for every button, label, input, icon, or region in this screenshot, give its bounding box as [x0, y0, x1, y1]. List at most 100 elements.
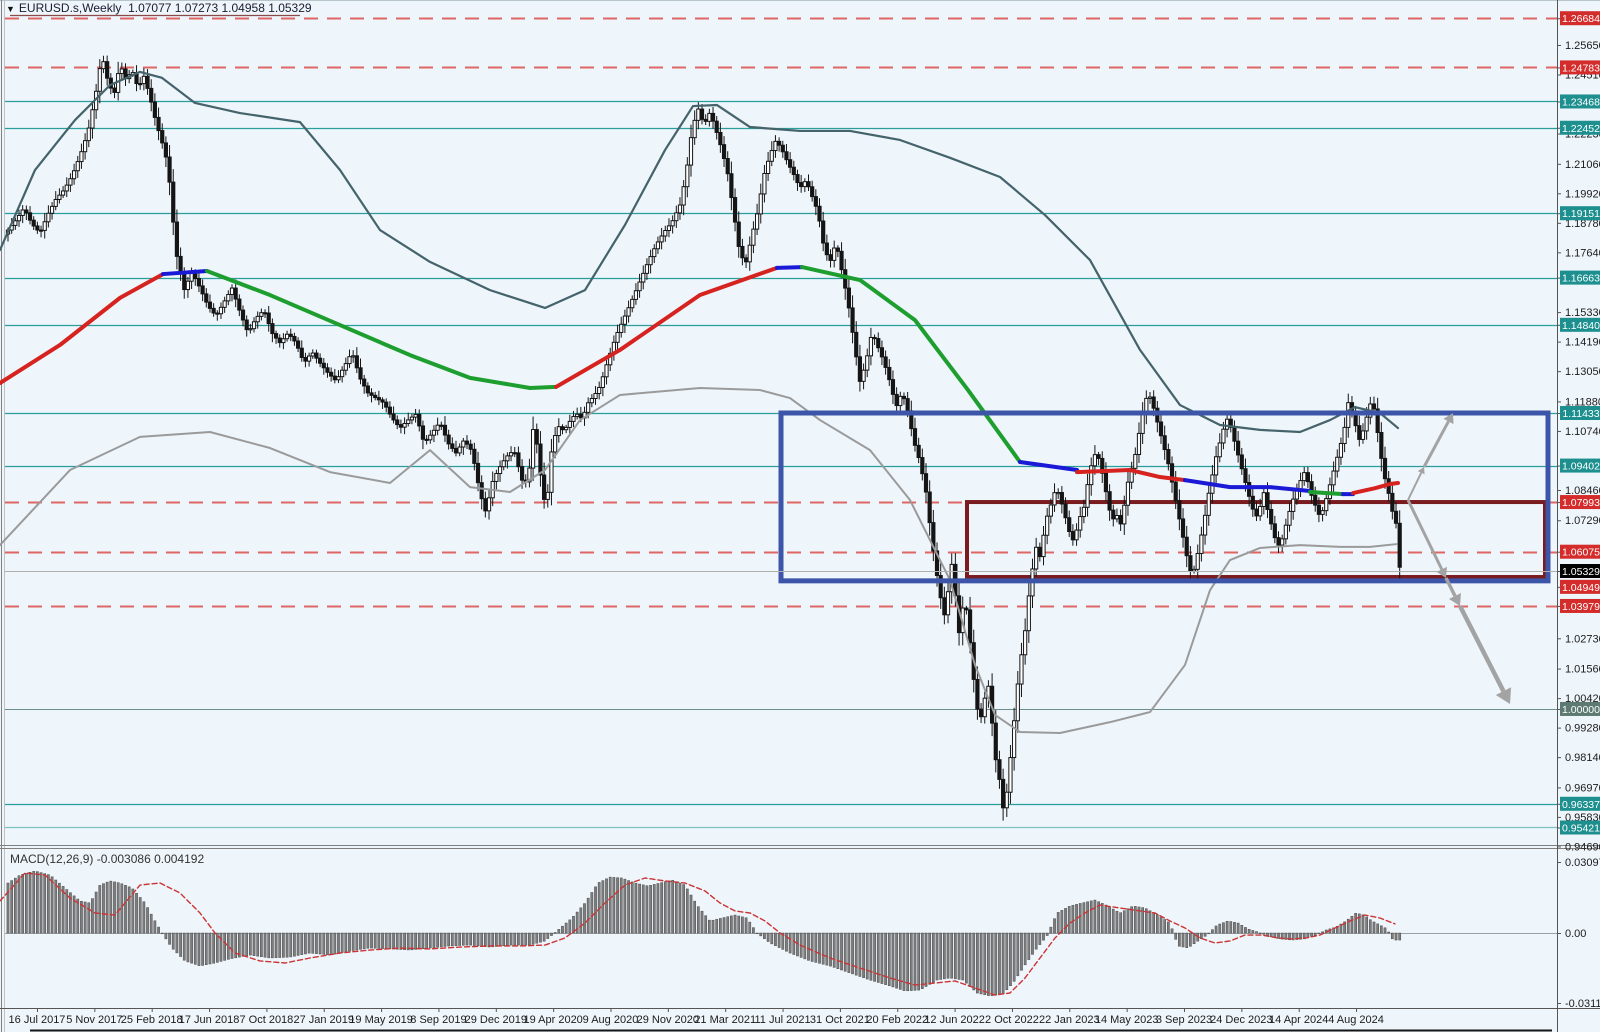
date-axis-label: 14 May 2023 — [1095, 1014, 1159, 1026]
macd-bar — [513, 932, 517, 946]
macd-bar — [939, 932, 943, 980]
macd-bar — [469, 932, 473, 946]
macd-bar — [1159, 916, 1163, 934]
candle — [538, 443, 543, 476]
candle — [564, 426, 569, 431]
candle — [732, 197, 738, 223]
macd-bar — [741, 916, 744, 934]
macd-pane[interactable] — [5, 871, 1557, 996]
macd-bar — [329, 932, 333, 956]
macd-bar — [487, 932, 491, 948]
candle — [1085, 484, 1090, 508]
candle — [600, 376, 605, 388]
candle — [321, 362, 326, 369]
candle — [1393, 510, 1399, 524]
macd-bar — [557, 929, 561, 934]
price-axis[interactable]: 1.256501.245101.222301.210601.199201.187… — [1557, 11, 1600, 1010]
macd-bar — [355, 932, 359, 951]
macd-bar — [304, 932, 307, 955]
macd-bar — [241, 932, 245, 957]
candle — [1320, 510, 1325, 515]
candle — [751, 228, 756, 246]
macd-bar — [1108, 906, 1111, 934]
candle — [1254, 508, 1259, 517]
candle — [615, 331, 620, 343]
candle — [185, 280, 191, 291]
macd-bar — [719, 918, 722, 934]
candle — [398, 424, 404, 428]
macd-bar — [667, 880, 671, 934]
candle — [75, 161, 80, 172]
projection-arrows[interactable] — [1406, 413, 1512, 704]
macd-bar — [271, 932, 274, 959]
collapse-indicator-icon[interactable]: ▼ — [6, 4, 15, 14]
macd-bar — [318, 932, 322, 955]
candle — [233, 287, 238, 300]
macd-bar — [1005, 932, 1009, 991]
macd-bar — [586, 897, 590, 934]
candle — [890, 379, 896, 395]
price-level-badge-text: 1.06075 — [1562, 547, 1600, 559]
price-level-badge-text: 1.04949 — [1562, 582, 1600, 594]
candle — [534, 429, 539, 445]
candle — [376, 397, 381, 401]
candle — [795, 174, 800, 184]
macd-bar — [1247, 929, 1251, 934]
macd-bar — [968, 932, 972, 987]
candle — [450, 443, 455, 449]
price-axis-label: 1.17640 — [1565, 247, 1600, 259]
candle — [156, 116, 161, 132]
price-level-badge — [1560, 317, 1600, 332]
macd-bar — [1343, 921, 1346, 934]
macd-bar — [91, 898, 94, 934]
price-level-badge-text: 0.95421 — [1562, 822, 1600, 834]
macd-bar — [476, 932, 480, 947]
candle — [876, 338, 881, 349]
candle — [215, 312, 220, 315]
date-axis-label: 27 Jan 2019 — [293, 1014, 354, 1026]
candle — [688, 137, 694, 166]
macd-bar — [1100, 903, 1104, 934]
macd-bar — [1071, 904, 1075, 934]
macd-bar — [520, 932, 524, 946]
date-axis-label: 25 Feb 2018 — [121, 1014, 183, 1026]
macd-bar — [979, 932, 983, 995]
macd-bar — [1016, 932, 1020, 977]
macd-bar — [1115, 910, 1119, 934]
candle — [1070, 531, 1075, 541]
candle — [1100, 457, 1105, 474]
macd-bar — [876, 932, 880, 983]
candle — [200, 285, 205, 295]
macd-bar — [634, 882, 638, 934]
macd-bar — [1222, 922, 1225, 934]
macd-bar — [69, 892, 72, 934]
macd-bar — [182, 932, 186, 961]
date-axis-label: 2 Oct 2022 — [985, 1014, 1039, 1026]
macd-bar — [854, 932, 858, 976]
candle — [1081, 506, 1086, 518]
macd-bar — [32, 871, 36, 934]
candle — [663, 230, 668, 237]
price-axis-label: 1.11880 — [1565, 396, 1600, 408]
macd-bar — [924, 932, 928, 987]
macd-bar — [766, 932, 770, 942]
candle — [1173, 481, 1178, 502]
candle — [336, 376, 341, 381]
macd-bar — [406, 932, 410, 951]
macd-bar — [1111, 908, 1115, 934]
price-level-badge — [1560, 796, 1600, 811]
macd-bar — [730, 915, 733, 934]
macd-bar — [1012, 932, 1016, 982]
candle — [1177, 500, 1182, 520]
date-axis-label: 14 Apr 2024 — [1269, 1014, 1328, 1026]
candle — [1250, 495, 1255, 510]
macd-bar — [887, 932, 891, 986]
supply-demand-box-blue[interactable] — [778, 410, 1551, 584]
macd-bar — [1045, 932, 1049, 936]
macd-bar — [807, 932, 810, 961]
macd-bar — [704, 915, 708, 934]
candle — [1232, 426, 1237, 442]
